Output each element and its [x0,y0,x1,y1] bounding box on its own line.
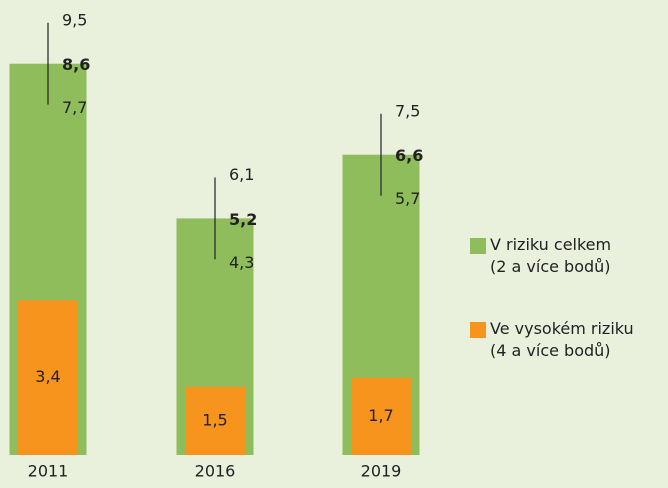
ci-high-label: 7,5 [395,101,420,120]
value-label: 1,5 [202,410,227,429]
bar [18,300,78,455]
x-tick-label: 2019 [361,462,402,481]
ci-low-label: 5,7 [395,189,420,208]
ci-high-label: 9,5 [62,10,87,29]
value-label: 5,2 [229,210,257,229]
legend-swatch [470,322,486,338]
ci-high-label: 6,1 [229,165,254,184]
x-tick-label: 2011 [28,462,69,481]
bar [185,386,245,455]
legend-label: V riziku celkem (2 a více bodů) [490,235,612,276]
x-tick-label: 2016 [195,462,236,481]
value-label: 1,7 [368,406,393,425]
value-label: 3,4 [35,367,60,386]
legend-label: Ve vysokém riziku (4 a více bodů) [490,319,634,360]
value-label: 8,6 [62,55,90,74]
bar [351,377,411,455]
ci-low-label: 4,3 [229,253,254,272]
legend-swatch [470,238,486,254]
ci-low-label: 7,7 [62,98,87,117]
value-label: 6,6 [395,146,423,165]
